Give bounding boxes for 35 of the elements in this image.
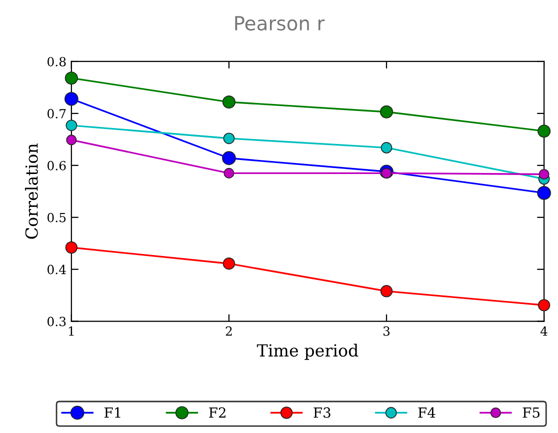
point: [380, 142, 392, 154]
point: [380, 285, 393, 298]
point: [66, 134, 77, 146]
x-axis-title: Time period: [256, 344, 358, 360]
legend-label: F3: [314, 407, 330, 418]
y-tick-label: 0.4: [48, 264, 66, 274]
point: [380, 105, 394, 118]
point: [64, 72, 78, 85]
legend-label: F2: [209, 407, 226, 418]
chart-title: Pearson r: [235, 16, 325, 31]
point: [538, 124, 551, 138]
x-tick-label: 3: [383, 326, 390, 336]
point: [66, 120, 78, 132]
y-tick-label: 0.3: [48, 316, 66, 326]
legend-label: F5: [522, 407, 540, 418]
y-tick-label: 0.7: [48, 108, 66, 118]
point: [538, 168, 550, 180]
point: [65, 241, 78, 254]
x-tick-label: 1: [68, 326, 74, 336]
y-axis-title: Correlation: [25, 144, 38, 239]
point: [64, 92, 78, 106]
legend-label: F4: [418, 407, 436, 418]
y-tick-label: 0.6: [48, 160, 66, 170]
point: [222, 95, 236, 109]
point: [223, 132, 235, 144]
y-tick-label: 0.8: [48, 56, 66, 66]
x-tick-label: 2: [226, 326, 232, 336]
x-tick-label: 4: [540, 326, 548, 336]
point: [537, 186, 551, 200]
y-tick-label: 0.5: [48, 212, 66, 222]
point: [538, 299, 550, 312]
legend-label: F1: [104, 407, 120, 418]
point: [222, 151, 236, 166]
point: [222, 257, 236, 270]
point: [224, 168, 234, 178]
